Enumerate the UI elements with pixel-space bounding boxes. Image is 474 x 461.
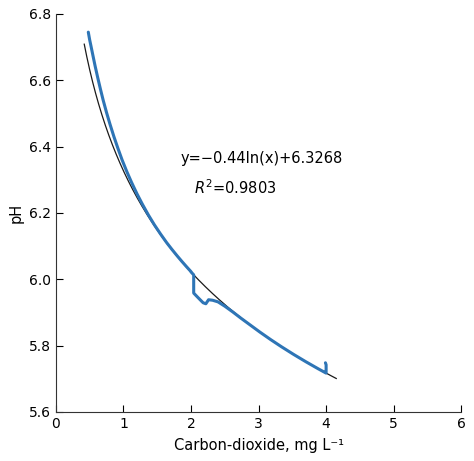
X-axis label: Carbon-dioxide, mg L⁻¹: Carbon-dioxide, mg L⁻¹ [173, 437, 344, 453]
Text: $R^2$=0.9803: $R^2$=0.9803 [194, 178, 277, 197]
Text: y=−0.44ln(x)+6.3268: y=−0.44ln(x)+6.3268 [181, 151, 343, 165]
Y-axis label: pH: pH [9, 203, 23, 223]
